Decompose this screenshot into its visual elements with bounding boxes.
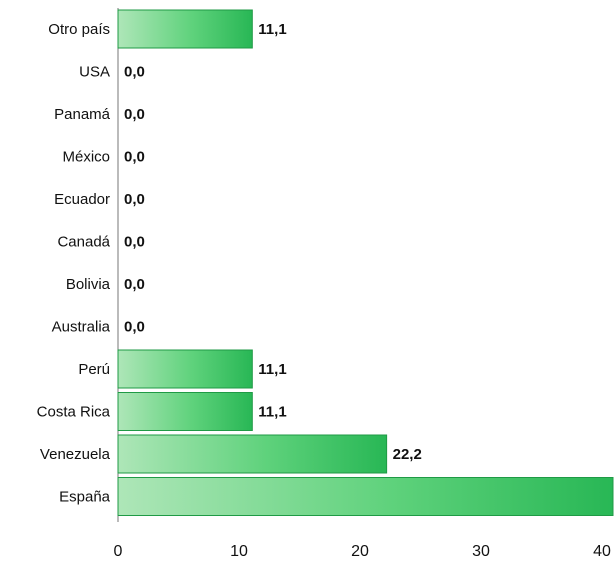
- value-label: 11,1: [258, 21, 286, 38]
- category-label: España: [59, 489, 111, 506]
- value-label: 0,0: [124, 234, 145, 251]
- category-label: Venezuela: [40, 446, 111, 463]
- bar: [117, 349, 253, 389]
- value-label: 0,0: [124, 191, 145, 208]
- value-label: 0,0: [124, 149, 145, 166]
- value-label: 0,0: [124, 64, 145, 81]
- category-label: Perú: [78, 361, 110, 378]
- category-label: México: [62, 149, 110, 166]
- value-label: 11,1: [258, 404, 286, 421]
- category-label: Australia: [52, 319, 111, 336]
- bar: [117, 9, 253, 49]
- bar: [117, 477, 614, 516]
- category-label: Bolivia: [66, 276, 111, 293]
- category-label: Panamá: [54, 106, 111, 123]
- x-tick-label: 20: [351, 543, 369, 560]
- bar: [117, 434, 388, 474]
- value-label: 0,0: [124, 106, 145, 123]
- category-label: Canadá: [57, 234, 110, 251]
- x-tick-label: 10: [230, 543, 248, 560]
- value-label: 0,0: [124, 276, 145, 293]
- category-label: Otro país: [48, 21, 110, 38]
- x-tick-label: 40: [593, 543, 611, 560]
- x-tick-label: 30: [472, 543, 490, 560]
- value-label: 11,1: [258, 361, 286, 378]
- x-tick-label: 0: [114, 543, 123, 560]
- category-label: Costa Rica: [37, 404, 111, 421]
- value-label: 0,0: [124, 319, 145, 336]
- value-label: 22,2: [393, 446, 422, 463]
- category-label: Ecuador: [54, 191, 110, 208]
- bar: [117, 392, 253, 431]
- category-label: USA: [79, 64, 110, 81]
